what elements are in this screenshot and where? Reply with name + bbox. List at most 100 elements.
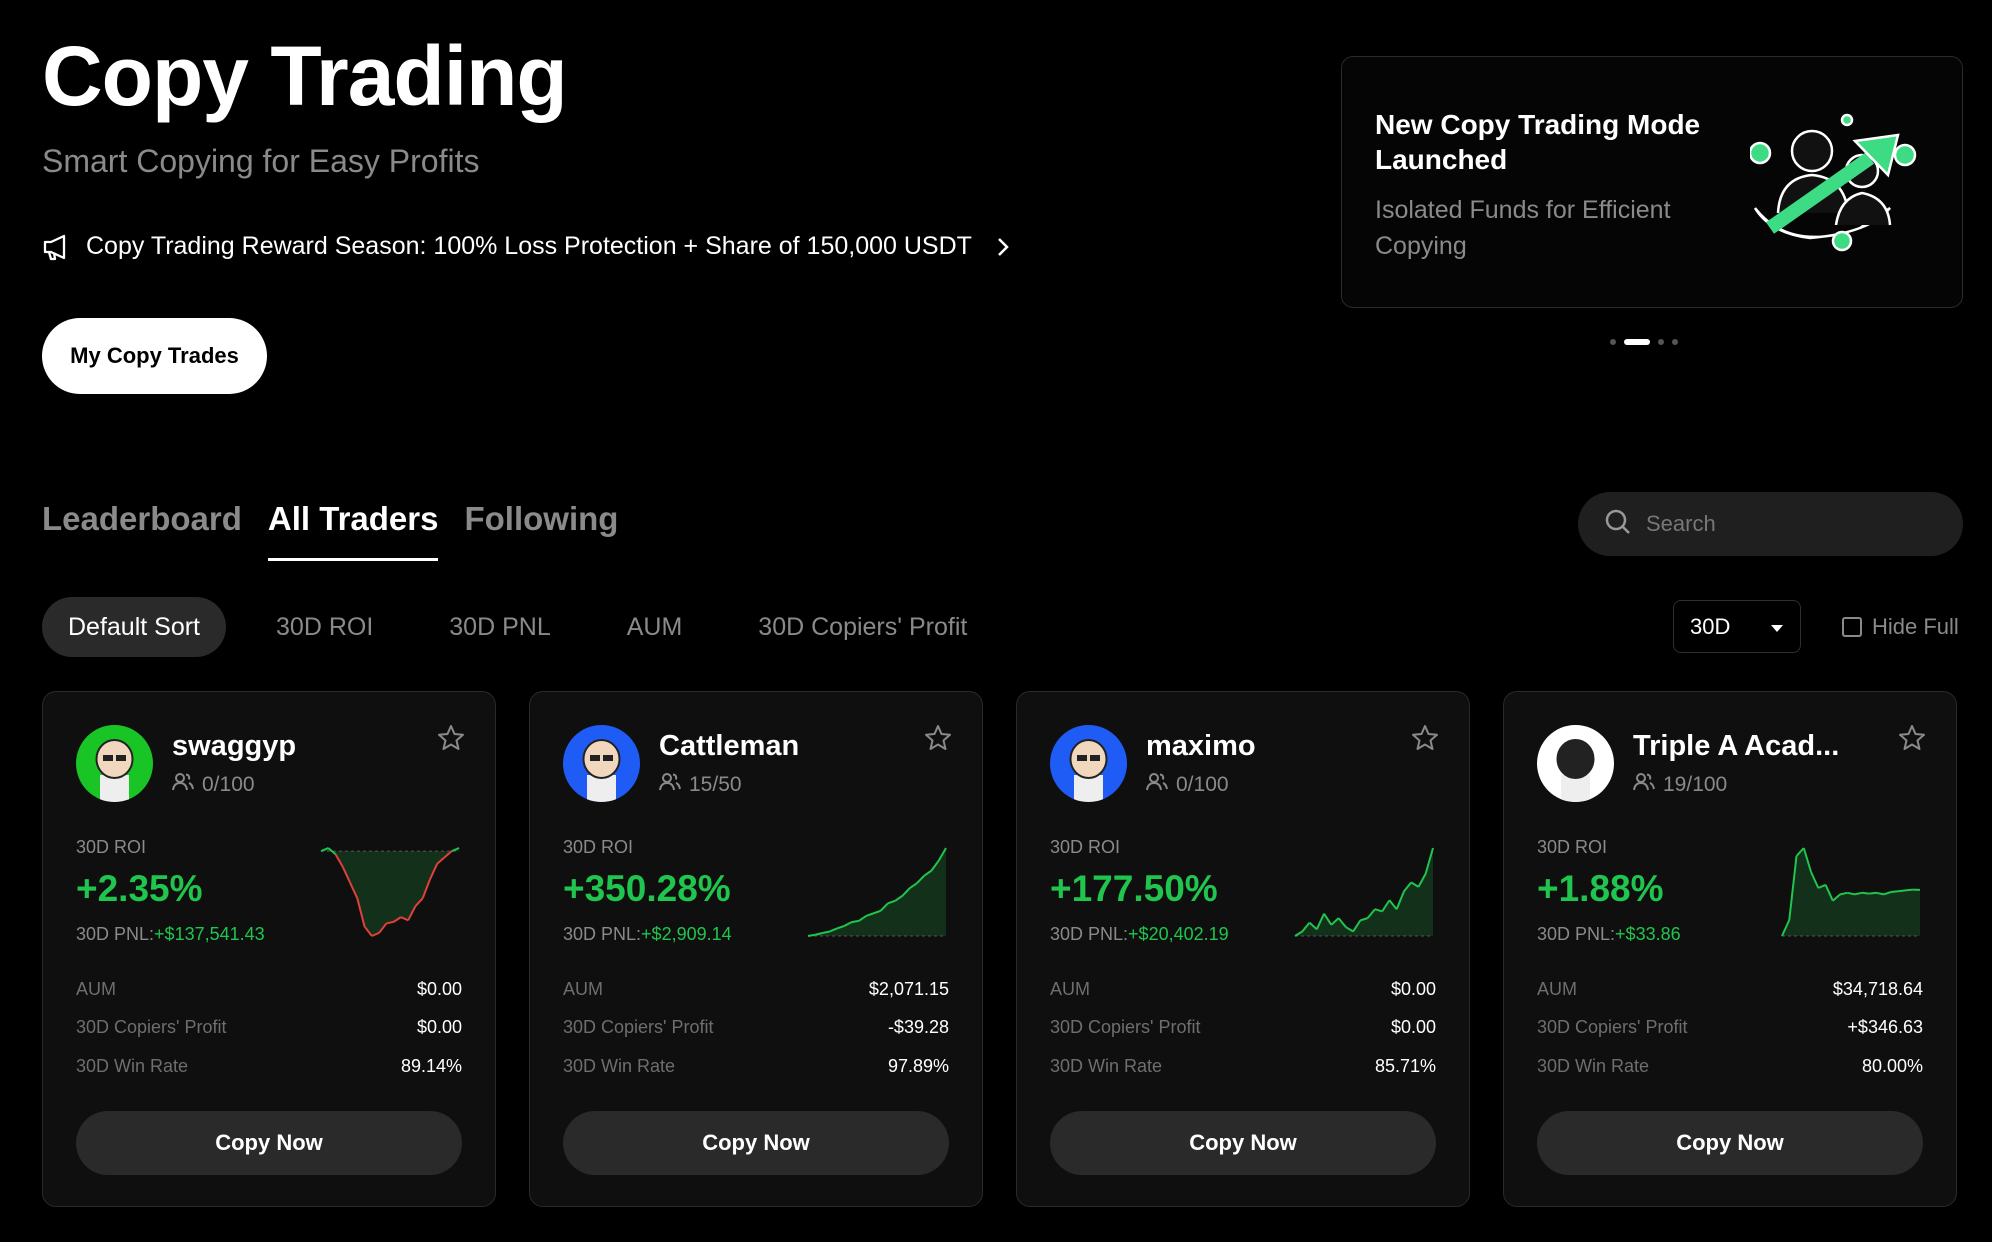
- star-icon[interactable]: [1898, 724, 1926, 757]
- sparkline-segment: [334, 853, 344, 868]
- pnl-label: 30D PNL:: [76, 924, 155, 944]
- tab-leaderboard[interactable]: Leaderboard: [42, 500, 242, 537]
- sparkline-segment: [407, 905, 417, 921]
- sparkline-segment: [1869, 891, 1877, 895]
- copy-now-button[interactable]: Copy Now: [1537, 1111, 1923, 1175]
- win-rate-label: 30D Win Rate: [563, 1056, 676, 1076]
- promo-link[interactable]: Copy Trading Reward Season: 100% Loss Pr…: [42, 232, 1010, 261]
- trader-card[interactable]: Triple A Acad... 19/100 30D ROI +1.88% 3…: [1503, 691, 1957, 1207]
- banner-carousel-dots[interactable]: [1610, 339, 1678, 345]
- copier-count: 0/100: [172, 772, 255, 798]
- sort-30d-roi[interactable]: 30D ROI: [276, 612, 374, 641]
- avatar[interactable]: [563, 725, 640, 802]
- sparkline-segment: [1323, 913, 1333, 926]
- trader-card[interactable]: maximo 0/100 30D ROI +177.50% 30D PNL:+$…: [1016, 691, 1470, 1207]
- sparkline-segment: [1847, 891, 1855, 896]
- sparkline-segment: [930, 859, 940, 872]
- sparkline-segment: [937, 847, 947, 862]
- sparkline-segment: [1890, 890, 1899, 893]
- sparkline-segment: [1898, 889, 1906, 893]
- sparkline-segment: [320, 847, 329, 853]
- sort-copiers-profit[interactable]: 30D Copiers' Profit: [758, 612, 968, 641]
- star-icon[interactable]: [437, 724, 465, 757]
- carousel-dot[interactable]: [1610, 339, 1616, 345]
- promo-text: Copy Trading Reward Season: 100% Loss Pr…: [86, 232, 972, 260]
- promo-banner[interactable]: New Copy Trading Mode Launched Isolated …: [1341, 56, 1963, 308]
- carousel-dot[interactable]: [1658, 339, 1664, 345]
- pnl-line: 30D PNL:+$33.86: [1537, 924, 1681, 945]
- sparkline-segment: [1308, 921, 1318, 931]
- trader-avatar-icon: [582, 739, 621, 802]
- win-rate-row: 30D Win Rate 97.89%: [563, 1056, 949, 1077]
- page-subtitle: Smart Copying for Easy Profits: [42, 143, 480, 179]
- sparkline-segment: [1883, 891, 1892, 896]
- pnl-value: +$137,541.43: [154, 924, 265, 944]
- trader-name[interactable]: Cattleman: [659, 730, 800, 762]
- sparkline-segment: [1352, 919, 1362, 933]
- copiers-profit-row: 30D Copiers' Profit +$346.63: [1537, 1017, 1923, 1038]
- sparkline-segment: [807, 933, 816, 937]
- avatar[interactable]: [76, 725, 153, 802]
- win-rate-row: 30D Win Rate 85.71%: [1050, 1056, 1436, 1077]
- sort-default[interactable]: Default Sort: [42, 597, 227, 657]
- copy-now-button[interactable]: Copy Now: [1050, 1111, 1436, 1175]
- search-input[interactable]: [1646, 511, 1926, 537]
- aum-label: AUM: [1050, 979, 1090, 999]
- copy-now-button[interactable]: Copy Now: [76, 1111, 462, 1175]
- sort-aum[interactable]: AUM: [626, 612, 683, 641]
- sparkline-area: [1295, 848, 1433, 936]
- trader-card-list: swaggyp 0/100 30D ROI +2.35% 30D PNL:+$1…: [42, 691, 1957, 1207]
- sparkline-segment: [1337, 917, 1347, 928]
- win-rate-label: 30D Win Rate: [76, 1056, 189, 1076]
- pnl-line: 30D PNL:+$20,402.19: [1050, 924, 1229, 945]
- sort-options: Default Sort 30D ROI 30D PNL AUM 30D Cop…: [42, 597, 1017, 657]
- copier-count: 15/50: [659, 772, 742, 798]
- my-copy-trades-button[interactable]: My Copy Trades: [42, 318, 267, 394]
- trader-name[interactable]: Triple A Acad...: [1633, 730, 1840, 762]
- avatar[interactable]: [1050, 725, 1127, 802]
- sparkline-segment: [349, 882, 359, 899]
- copier-count-value: 19/100: [1663, 773, 1728, 796]
- sparkline-segment: [1417, 872, 1427, 888]
- sparkline-segment: [378, 922, 388, 934]
- hide-full-toggle[interactable]: Hide Full: [1842, 614, 1959, 640]
- tab-following[interactable]: Following: [464, 500, 619, 537]
- sparkline-segment: [443, 850, 453, 859]
- hide-full-checkbox[interactable]: [1842, 617, 1862, 637]
- search-icon: [1604, 508, 1632, 541]
- copy-now-button[interactable]: Copy Now: [563, 1111, 949, 1175]
- carousel-dot-active[interactable]: [1624, 339, 1650, 345]
- avatar[interactable]: [1537, 725, 1614, 802]
- period-select[interactable]: 30D: [1673, 600, 1801, 653]
- sparkline-segment: [1410, 881, 1419, 888]
- roi-sparkline: [1294, 847, 1434, 937]
- win-rate-value: 85.71%: [1374, 1056, 1436, 1076]
- sparkline-segment: [400, 916, 409, 922]
- sparkline-segment: [429, 863, 439, 880]
- sparkline-segment: [1315, 913, 1325, 930]
- sparkline-segment: [916, 874, 925, 884]
- sparkline-segment: [393, 916, 402, 923]
- sparkline-area: [1782, 848, 1920, 936]
- trader-card[interactable]: swaggyp 0/100 30D ROI +2.35% 30D PNL:+$1…: [42, 691, 496, 1207]
- copy-trading-illustration-icon: [1748, 113, 1925, 258]
- star-icon[interactable]: [924, 724, 952, 757]
- carousel-dot[interactable]: [1672, 339, 1678, 345]
- trader-card[interactable]: Cattleman 15/50 30D ROI +350.28% 30D PNL…: [529, 691, 983, 1207]
- win-rate-value: 80.00%: [1861, 1056, 1923, 1076]
- tab-all-traders[interactable]: All Traders: [267, 500, 439, 561]
- sparkline-segment: [873, 909, 881, 915]
- star-icon[interactable]: [1411, 724, 1439, 757]
- search-box[interactable]: [1578, 492, 1963, 556]
- sparkline-segment: [1817, 883, 1826, 889]
- trader-name[interactable]: swaggyp: [172, 730, 297, 762]
- sparkline-segment: [1301, 921, 1311, 933]
- sparkline-area: [808, 848, 946, 936]
- megaphone-icon: [42, 233, 72, 261]
- sparkline-segment: [1366, 908, 1376, 919]
- trader-name[interactable]: maximo: [1146, 730, 1256, 762]
- trader-avatar-icon: [1556, 739, 1595, 802]
- copiers-profit-row: 30D Copiers' Profit $0.00: [76, 1017, 462, 1038]
- sort-30d-pnl[interactable]: 30D PNL: [449, 612, 551, 641]
- roi-label: 30D ROI: [76, 837, 147, 857]
